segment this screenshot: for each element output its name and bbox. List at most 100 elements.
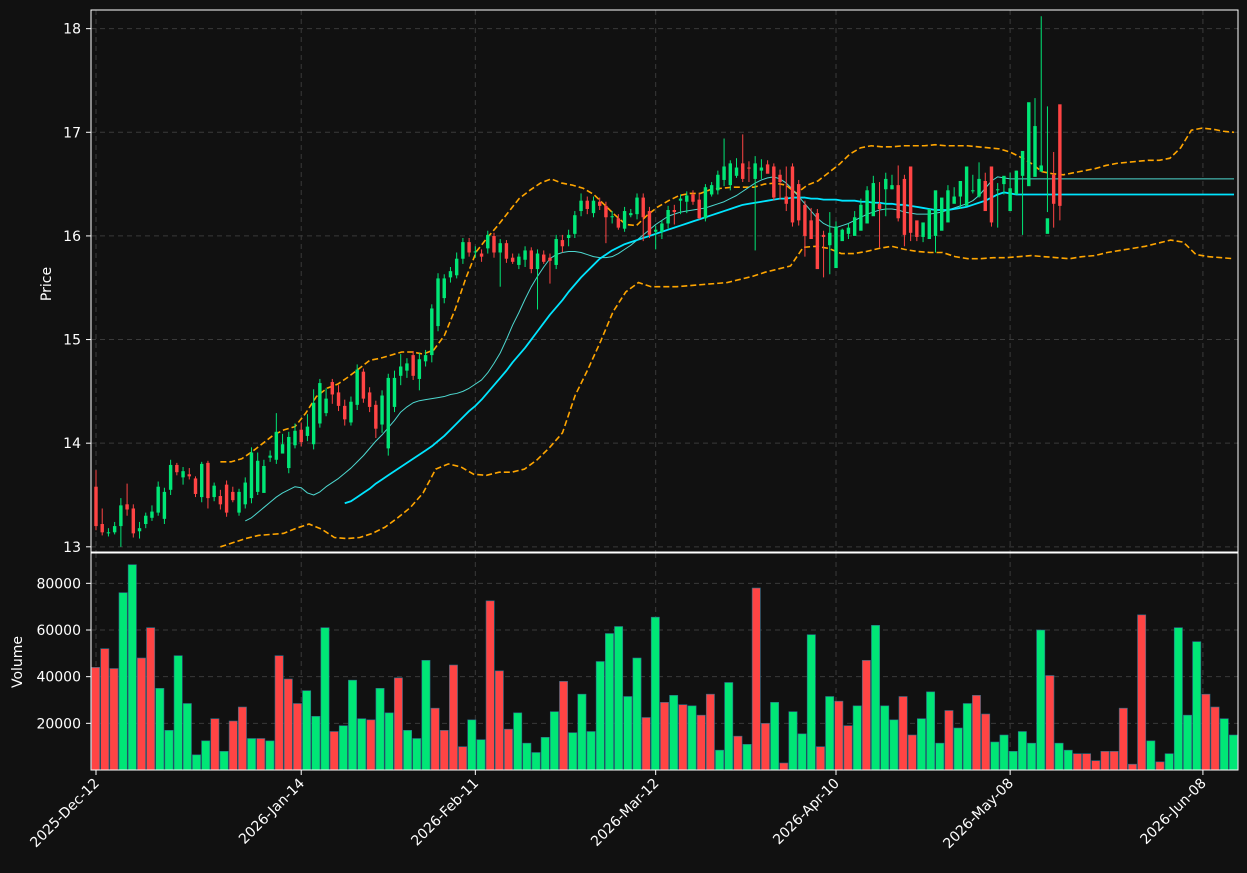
candle-body-up: [884, 178, 888, 190]
candle-body-down: [231, 491, 235, 501]
candle-body-down: [560, 240, 565, 247]
volume-bar-down: [1155, 761, 1165, 771]
candle-body-up: [1039, 165, 1043, 172]
candle-body-up: [753, 163, 757, 179]
candle-body-up: [840, 229, 844, 242]
volume-tick-label: 20000: [36, 716, 81, 732]
volume-bar-down: [109, 668, 119, 771]
candle-body-down: [585, 200, 589, 209]
candle-body-up: [1033, 126, 1037, 177]
volume-bar-down: [91, 667, 101, 771]
volume-bar-up: [219, 751, 229, 771]
volume-bar-up: [825, 696, 835, 771]
candle-body-up: [722, 166, 726, 180]
candle-body-down: [529, 250, 534, 270]
candle-body-up: [262, 465, 266, 493]
candle-body-down: [672, 210, 677, 213]
candle-body-up: [144, 515, 148, 525]
candle-body-up: [940, 197, 944, 231]
candle-body-down: [796, 184, 801, 221]
volume-bar-up: [513, 712, 523, 771]
volume-bar-up: [650, 616, 660, 771]
candle-body-down: [741, 163, 745, 179]
candle-body-up: [927, 208, 931, 240]
volume-bar-down: [1109, 751, 1119, 771]
volume-bar-up: [852, 705, 862, 771]
candle-body-up: [168, 464, 173, 490]
volume-bar-down: [1128, 763, 1137, 771]
candle-body-up: [921, 222, 925, 237]
candle-body-down: [821, 234, 826, 237]
volume-tick-label: 40000: [36, 670, 81, 686]
candle-body-up: [249, 452, 254, 499]
candle-body-up: [255, 460, 260, 492]
candle-body-up: [498, 243, 502, 253]
candle-body-down: [597, 201, 602, 206]
volume-bar-up: [715, 749, 724, 771]
volume-bar-down: [1072, 753, 1082, 771]
candle-body-down: [691, 194, 695, 202]
volume-bar-down: [660, 702, 669, 771]
candle-body-up: [1045, 218, 1050, 234]
candle-body-up: [423, 355, 428, 362]
candle-body-up: [610, 216, 614, 218]
volume-bar-down: [1201, 693, 1211, 771]
volume-bar-up: [1008, 751, 1018, 771]
candle-body-up: [305, 426, 310, 436]
volume-bar-up: [182, 703, 192, 771]
volume-bar-up: [1192, 641, 1202, 771]
candle-body-down: [747, 167, 751, 169]
candle-body-up: [268, 455, 272, 458]
volume-bar-down: [1137, 614, 1147, 771]
volume-bar-down: [146, 627, 156, 771]
volume-bar-down: [1118, 707, 1128, 771]
volume-bar-up: [586, 731, 596, 771]
volume-bar-down: [293, 703, 302, 771]
candle-body-up: [461, 242, 465, 259]
volume-bar-up: [614, 626, 624, 771]
candle-body-up: [405, 363, 409, 371]
candle-body-down: [902, 178, 907, 235]
candle-body-up: [573, 215, 577, 234]
candle-body-up: [106, 532, 111, 534]
candle-body-up: [554, 239, 558, 265]
volume-bar-up: [311, 716, 321, 771]
price-tick-label: 17: [63, 125, 81, 141]
price-tick-label: 18: [63, 22, 81, 38]
candle-body-down: [330, 382, 335, 395]
volume-bar-up: [669, 695, 679, 771]
candle-body-down: [299, 429, 303, 443]
volume-bar-down: [1082, 753, 1092, 771]
candle-body-up: [734, 167, 739, 176]
volume-bar-up: [687, 705, 697, 771]
candle-body-up: [1008, 188, 1012, 212]
candle-body-up: [380, 395, 384, 425]
volume-bar-up: [320, 627, 330, 771]
volume-bar-down: [504, 728, 513, 771]
volume-axis-label: Volume: [10, 636, 26, 688]
volume-bar-up: [806, 634, 816, 771]
volume-bar-down: [641, 717, 651, 771]
candle-body-up: [436, 278, 440, 327]
volume-bar-up: [770, 702, 780, 771]
candle-body-up: [946, 190, 950, 223]
volume-bar-up: [623, 696, 633, 771]
candle-body-down: [492, 235, 496, 253]
volume-bar-down: [458, 746, 468, 771]
price-tick-label: 15: [63, 333, 81, 349]
candle-body-up: [473, 251, 478, 253]
volume-bar-down: [779, 762, 789, 771]
volume-bar-down: [981, 713, 991, 771]
volume-bar-up: [990, 741, 1000, 771]
candle-body-up: [293, 430, 297, 446]
volume-tick-label: 60000: [36, 623, 81, 639]
volume-bar-down: [861, 660, 871, 771]
candle-body-up: [523, 250, 527, 260]
candle-body-up: [112, 526, 117, 533]
price-panel-frame: [90, 9, 1239, 553]
volume-bar-up: [953, 727, 963, 771]
candle-body-up: [386, 377, 390, 449]
volume-bar-down: [705, 693, 715, 771]
candle-body-up: [1014, 170, 1019, 195]
